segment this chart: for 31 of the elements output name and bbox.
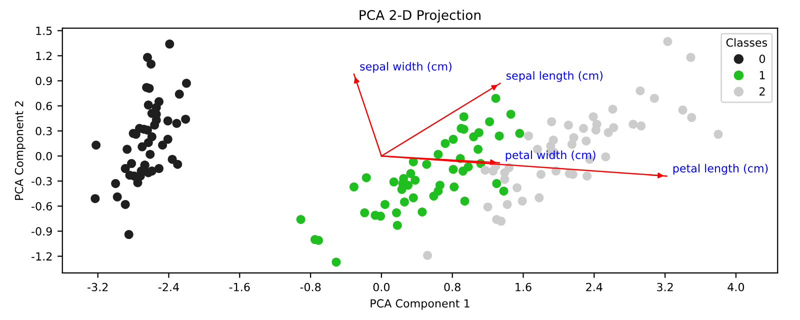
legend-label: 0 <box>759 54 766 64</box>
y-tick-label: 0.6 <box>36 102 52 110</box>
x-axis-title: PCA Component 1 <box>370 299 470 310</box>
y-tick-label: 0.0 <box>36 152 52 160</box>
x-tick-label: 1.6 <box>516 282 532 292</box>
y-tick-label: -0.6 <box>32 202 52 210</box>
y-tick-label: -0.9 <box>32 227 52 236</box>
x-tick-label: 4.0 <box>728 282 744 292</box>
legend-label: petal length (cm) <box>673 164 768 175</box>
x-tick-label: -2.4 <box>158 282 179 292</box>
x-tick-label: 2.4 <box>586 282 602 292</box>
y-axis-title: PCA Component 2 <box>14 101 26 200</box>
y-tick-label: 0.9 <box>36 76 52 86</box>
x-tick-label: -0.8 <box>300 282 321 292</box>
chart-title: PCA 2-D Projection <box>360 10 480 23</box>
y-tick-label: -1.2 <box>32 252 52 260</box>
series-label: sepal length (cm) <box>506 71 602 82</box>
y-tick-label: 0.3 <box>36 126 52 136</box>
x-tick-label: -3.2 <box>88 282 108 292</box>
x-tick-label: -1.6 <box>229 282 250 292</box>
series-label: sepal width (cm) <box>360 62 452 73</box>
legend-label: 1 <box>760 71 765 80</box>
legend-label: petal width (cm) <box>506 150 596 162</box>
y-tick-label: 1.5 <box>36 26 52 36</box>
x-tick-label: 0.8 <box>444 282 460 292</box>
y-tick-label: 1.2 <box>36 52 52 60</box>
legend-label: 2 <box>760 87 765 96</box>
y-tick-label: -0.3 <box>32 177 52 186</box>
x-tick-label: 3.2 <box>657 282 673 292</box>
x-tick-label: 0.0 <box>373 282 390 292</box>
legend-title: Classes <box>726 38 768 47</box>
